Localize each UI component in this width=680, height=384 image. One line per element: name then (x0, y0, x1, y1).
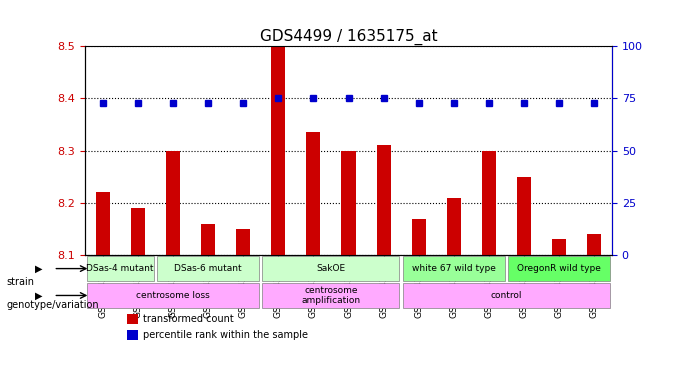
Text: SakOE: SakOE (316, 264, 345, 273)
Text: ▶: ▶ (35, 290, 43, 300)
Bar (236, 229, 250, 255)
Text: transformed count: transformed count (143, 314, 234, 324)
Text: genotype/variation: genotype/variation (7, 300, 99, 310)
FancyBboxPatch shape (262, 257, 399, 281)
Title: GDS4499 / 1635175_at: GDS4499 / 1635175_at (260, 28, 437, 45)
FancyBboxPatch shape (87, 283, 259, 308)
FancyBboxPatch shape (403, 283, 610, 308)
Bar (306, 132, 320, 255)
Text: ▶: ▶ (35, 263, 43, 273)
Bar (95, 192, 109, 255)
Bar (447, 198, 461, 255)
Bar (131, 208, 145, 255)
Bar (341, 151, 356, 255)
Bar (127, 330, 137, 340)
Bar (552, 240, 566, 255)
Bar (166, 151, 180, 255)
Bar (517, 177, 531, 255)
Text: DSas-4 mutant: DSas-4 mutant (86, 264, 154, 273)
FancyBboxPatch shape (403, 257, 505, 281)
Bar (588, 234, 602, 255)
FancyBboxPatch shape (262, 283, 399, 308)
Bar (127, 314, 137, 324)
Text: centrosome loss: centrosome loss (136, 291, 209, 300)
FancyBboxPatch shape (87, 257, 154, 281)
Text: control: control (491, 291, 522, 300)
Text: percentile rank within the sample: percentile rank within the sample (143, 330, 308, 340)
Bar (201, 224, 215, 255)
Text: DSas-6 mutant: DSas-6 mutant (174, 264, 242, 273)
Bar (412, 218, 426, 255)
Bar (271, 46, 286, 255)
FancyBboxPatch shape (157, 257, 259, 281)
Text: OregonR wild type: OregonR wild type (517, 264, 601, 273)
Bar (377, 146, 390, 255)
FancyBboxPatch shape (509, 257, 610, 281)
Text: strain: strain (7, 277, 35, 287)
Text: centrosome
amplification: centrosome amplification (301, 286, 360, 305)
Text: white 67 wild type: white 67 wild type (412, 264, 496, 273)
Bar (482, 151, 496, 255)
